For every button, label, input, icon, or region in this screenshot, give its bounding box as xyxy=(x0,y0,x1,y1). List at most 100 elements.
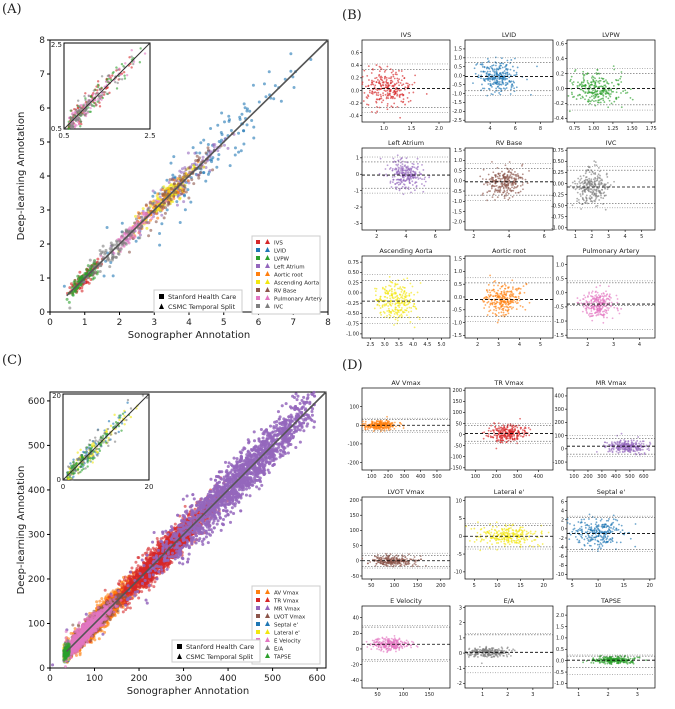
data-point xyxy=(94,271,97,274)
data-point xyxy=(166,204,169,207)
inset-point xyxy=(115,66,117,68)
data-point xyxy=(99,264,102,267)
data-point xyxy=(242,129,245,132)
inset-point xyxy=(77,110,79,112)
legend-label: LVPW xyxy=(274,257,290,263)
x-tick-label: 0 xyxy=(47,318,53,328)
data-point xyxy=(192,182,195,185)
data-point xyxy=(81,289,84,292)
data-point xyxy=(202,166,205,169)
data-point xyxy=(85,268,88,271)
data-point xyxy=(137,597,140,600)
data-point xyxy=(152,585,155,588)
legend-square-marker xyxy=(256,256,260,260)
data-point xyxy=(172,194,175,197)
data-point xyxy=(176,204,179,207)
y-tick-label: 0 xyxy=(39,308,45,318)
inset-point xyxy=(82,104,84,106)
data-point xyxy=(175,200,178,203)
inset-point xyxy=(70,109,72,111)
data-point xyxy=(245,109,248,112)
x-axis-label: Sonographer Annotation xyxy=(127,686,249,697)
inset-point xyxy=(84,109,86,111)
x-tick-label: 7 xyxy=(290,318,296,328)
data-point xyxy=(125,228,128,231)
inset-point xyxy=(101,94,103,96)
data-point xyxy=(137,215,140,218)
data-point xyxy=(230,129,233,132)
data-point xyxy=(138,586,141,589)
x-tick-label: 300 xyxy=(175,674,192,684)
data-point xyxy=(187,166,190,169)
data-point xyxy=(130,581,133,584)
y-tick-label: 100 xyxy=(28,619,45,629)
data-point xyxy=(108,265,111,268)
inset-point xyxy=(78,123,80,125)
data-point xyxy=(184,505,187,508)
data-point xyxy=(122,610,125,613)
legend-label: Ascending Aorta xyxy=(274,281,319,287)
inset-point xyxy=(87,110,89,112)
data-point xyxy=(145,203,148,206)
inset-point xyxy=(124,77,126,79)
data-point xyxy=(187,196,190,199)
data-point xyxy=(227,115,230,118)
data-point xyxy=(240,149,243,152)
data-point xyxy=(180,192,183,195)
legend-label: Left Atrium xyxy=(274,265,305,271)
data-point xyxy=(183,173,186,176)
inset-point xyxy=(128,56,130,58)
data-point xyxy=(258,101,261,104)
x-tick-label: 0 xyxy=(47,674,53,684)
data-point xyxy=(183,194,186,197)
inset-point xyxy=(72,125,74,127)
data-point xyxy=(199,167,202,170)
x-tick-label: 4 xyxy=(186,318,192,328)
inset-plot: 2.50.50.5 2.5 xyxy=(51,41,156,140)
data-point xyxy=(165,179,168,182)
legend-square-marker xyxy=(256,248,260,252)
data-point xyxy=(160,214,163,217)
inset-point xyxy=(84,99,86,101)
data-point xyxy=(149,201,152,204)
inset-point xyxy=(121,63,123,65)
data-point xyxy=(218,140,221,143)
data-point xyxy=(121,234,124,237)
data-point xyxy=(217,158,220,161)
inset-point xyxy=(84,92,86,94)
inset-point xyxy=(97,86,99,88)
data-point xyxy=(149,229,152,232)
data-point xyxy=(144,213,147,216)
y-tick-label: 3 xyxy=(39,206,45,216)
data-point xyxy=(104,589,107,592)
data-point xyxy=(103,275,106,278)
inset-point xyxy=(93,102,95,104)
x-tick-label: 5 xyxy=(221,318,227,328)
data-point xyxy=(189,201,192,204)
x-tick-label: 500 xyxy=(264,674,281,684)
data-point xyxy=(134,215,137,218)
data-point xyxy=(96,258,99,261)
data-point xyxy=(178,175,181,178)
data-point xyxy=(161,205,164,208)
inset-point xyxy=(116,87,118,89)
data-point xyxy=(179,178,182,181)
data-point xyxy=(176,179,179,182)
legend-square-marker xyxy=(256,288,260,292)
data-point xyxy=(114,256,117,259)
x-tick-label: 400 xyxy=(219,674,236,684)
data-point xyxy=(68,301,71,304)
x-axis-label: Sonographer Annotation xyxy=(128,330,250,341)
inset-point xyxy=(95,104,97,106)
y-tick-label: 5 xyxy=(39,138,45,148)
data-point xyxy=(202,139,205,142)
marker-legend-label: CSMC Temporal Split xyxy=(168,303,236,311)
data-point xyxy=(293,86,296,89)
data-point xyxy=(252,84,255,87)
data-point xyxy=(151,195,154,198)
data-point xyxy=(162,185,165,188)
data-point xyxy=(174,523,177,526)
data-point xyxy=(142,207,145,210)
data-point xyxy=(98,600,101,603)
